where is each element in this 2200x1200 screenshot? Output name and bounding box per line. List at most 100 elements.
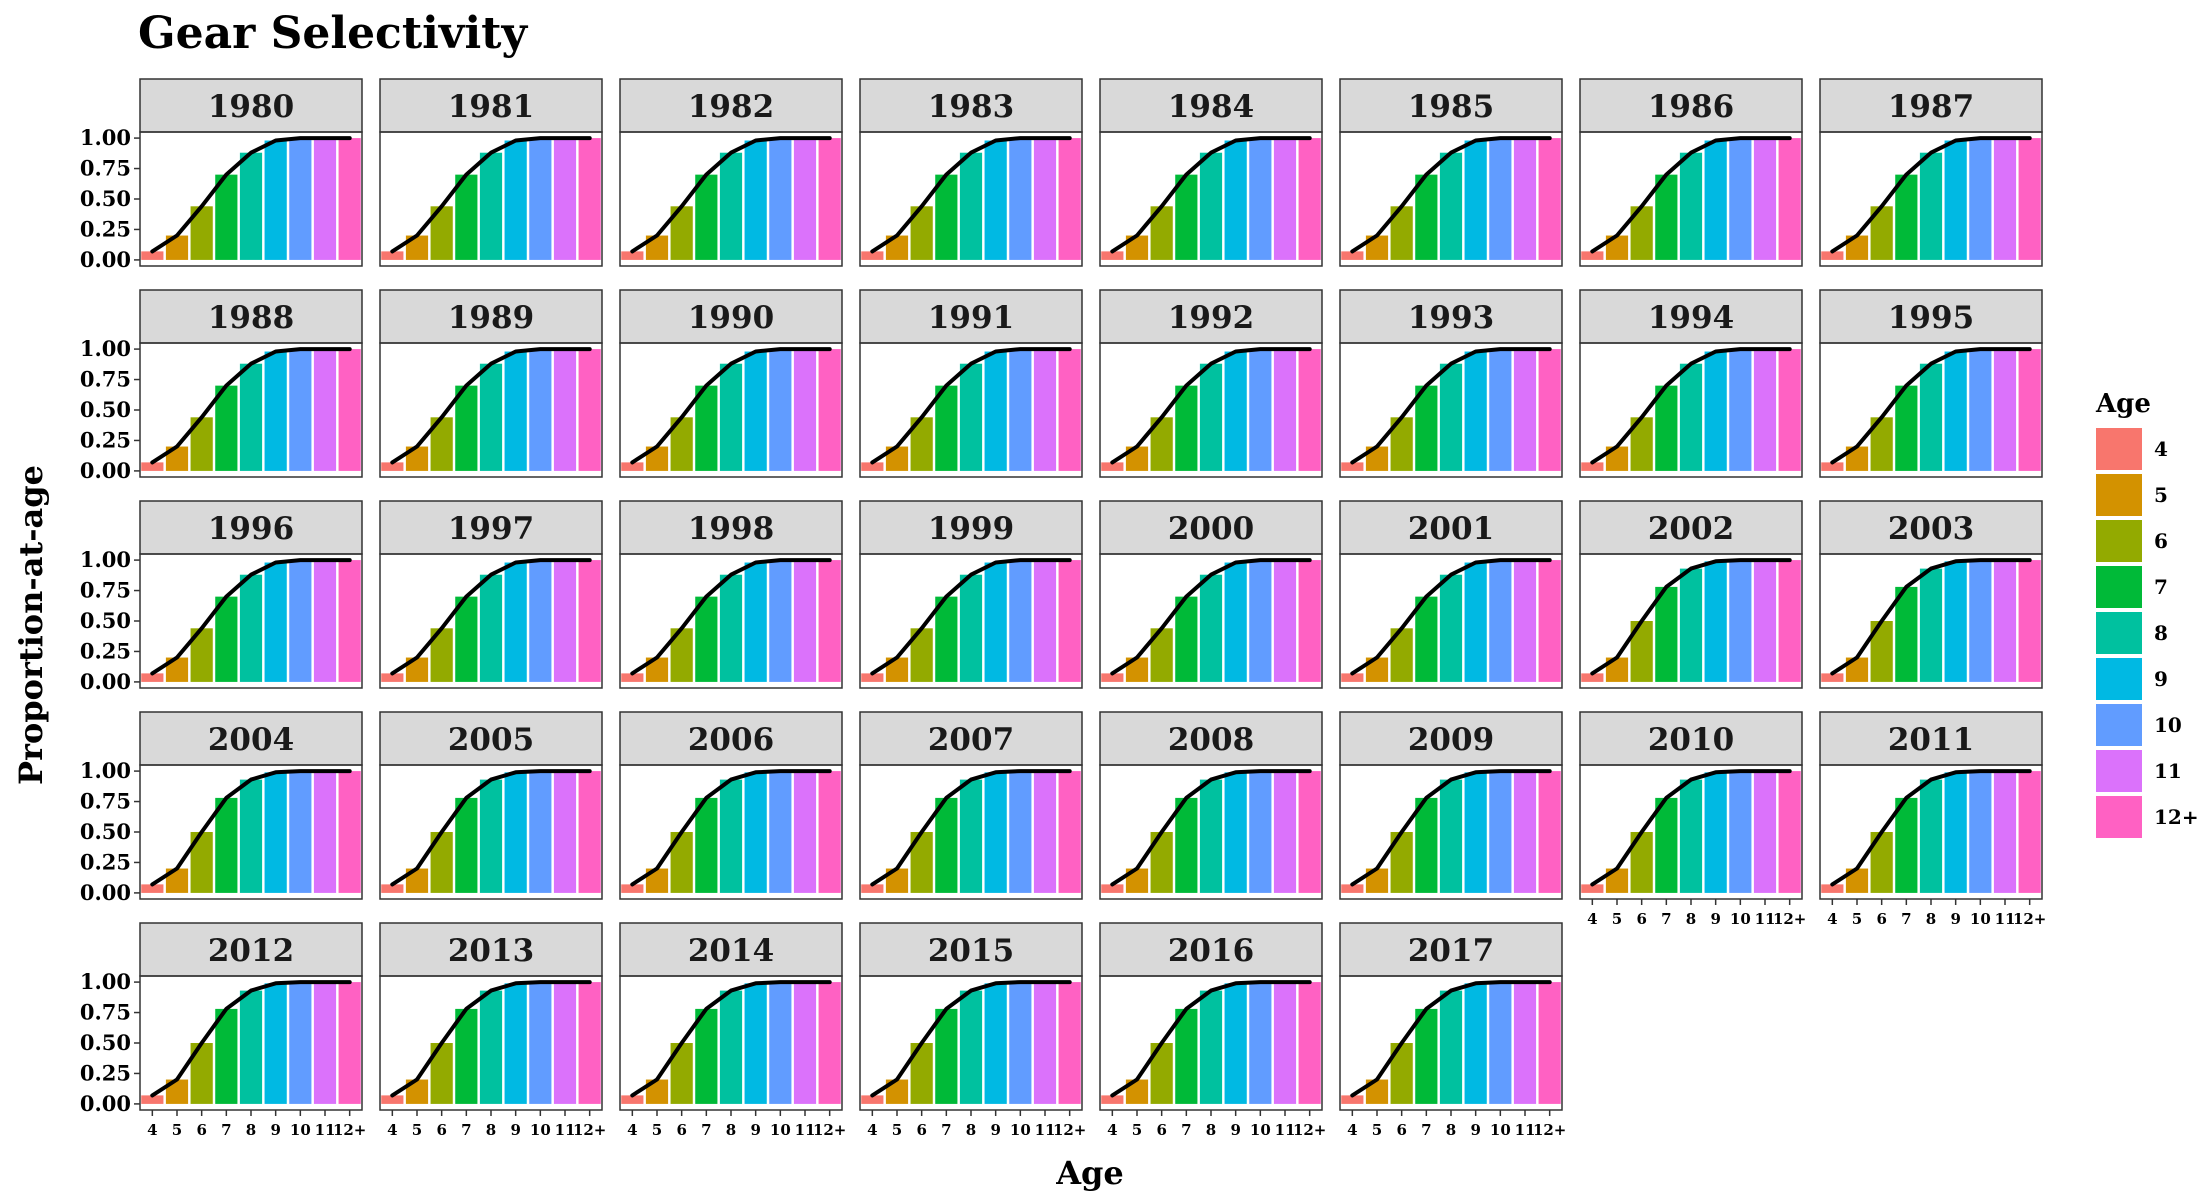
x-tick-label: 11 [1035,1121,1056,1139]
bar-age-12+ [1058,560,1081,682]
bar-age-5 [1125,235,1149,260]
bar-age-12+ [338,560,361,682]
bar-age-9 [1224,983,1247,1104]
bar-age-4 [861,462,884,471]
facet-strip [1099,922,1323,977]
facet-strip-label: 2015 [928,933,1014,969]
bar-age-6 [1870,417,1893,471]
facet-strip-label: 1997 [448,511,534,547]
bar-age-10 [529,138,552,260]
legend: Age 4 5 6 7 8 9 10 11 12+ [2095,389,2199,838]
bar-age-6 [1390,417,1413,471]
facet-panel-1985: 1985 [1339,78,1563,267]
bar-age-6 [430,206,453,260]
bar-age-5 [405,657,429,682]
facet-strip [859,78,1083,133]
bar-age-9 [504,772,527,893]
bar-age-12+ [1538,138,1561,260]
y-tick-label: 0.50 [80,1030,131,1055]
panel-border [1819,131,2043,267]
x-tick-label: 12+ [2013,910,2046,928]
facet-strip-label: 2001 [1408,511,1494,547]
bar-age-10 [1489,560,1512,682]
bar-age-10 [1729,349,1752,471]
facet-strip-label: 1983 [928,89,1014,125]
bar-age-5 [885,868,909,893]
facet-strip [859,500,1083,555]
selectivity-line [1830,558,2032,676]
bar-age-8 [719,779,743,893]
panel-border [1579,342,1803,478]
bar-age-7 [215,174,238,260]
bar-age-11 [553,560,577,682]
x-tick-label: 6 [436,1121,446,1139]
bar-age-6 [1870,206,1893,260]
facet-strip [1339,78,1563,133]
bar-age-5 [405,1079,429,1104]
bar-age-9 [1704,772,1727,893]
bar-age-5 [1605,868,1629,893]
legend-key-7 [2096,566,2142,608]
selectivity-line [1590,769,1792,887]
bar-age-10 [1489,982,1512,1104]
facet-panel-1995: 1995 [1819,289,2043,478]
x-tick-label: 12+ [1773,910,1806,928]
bar-age-9 [264,983,287,1104]
bar-age-11 [553,982,577,1104]
selectivity-line [150,558,352,676]
bar-age-8 [959,990,983,1104]
bar-age-4 [1581,884,1604,893]
bar-age-11 [553,138,577,260]
bar-age-7 [1415,174,1438,260]
x-tick-label: 4 [147,1121,157,1139]
bar-age-6 [190,832,213,893]
bar-age-11 [553,349,577,471]
bar-age-10 [529,982,552,1104]
bar-age-5 [645,868,669,893]
facet-strip [139,711,363,766]
facet-strip-label: 1996 [208,511,294,547]
facet-strip-label: 1986 [1648,89,1734,125]
bar-age-9 [1704,351,1727,471]
facet-strip-label: 2004 [208,722,294,758]
bar-age-12+ [1538,560,1561,682]
bar-age-5 [1125,657,1149,682]
bar-age-12+ [578,138,601,260]
bar-age-6 [1390,206,1413,260]
bar-age-8 [479,152,503,260]
bar-age-6 [1870,832,1893,893]
bar-age-10 [1009,560,1032,682]
bar-age-11 [1513,138,1537,260]
facet-panel-2003: 2003 [1819,500,2043,689]
selectivity-line [1110,558,1312,676]
facet-strip-label: 1993 [1408,300,1494,336]
bar-age-4 [1581,462,1604,471]
bar-age-10 [1009,349,1032,471]
facet-strip-label: 1998 [688,511,774,547]
bar-age-10 [1489,349,1512,471]
x-tick-label: 9 [1230,1121,1240,1139]
bar-age-9 [264,562,287,682]
bar-age-8 [239,152,263,260]
x-tick-label: 6 [1876,910,1886,928]
bar-age-9 [984,140,1007,260]
bar-age-10 [1249,771,1272,893]
x-tick-label: 10 [530,1121,551,1139]
bar-age-12+ [2018,560,2041,682]
selectivity-line [150,136,352,254]
panel-border [1099,553,1323,689]
bar-age-4 [141,884,164,893]
facet-panel-2008: 2008 [1099,711,1323,900]
bar-age-6 [430,417,453,471]
bar-age-11 [793,349,817,471]
legend-key-11 [2096,750,2142,792]
bar-age-10 [769,982,792,1104]
bar-age-7 [1175,385,1198,471]
legend-title: Age [2095,389,2151,419]
bar-age-5 [1365,446,1389,471]
facet-panel-1993: 1993 [1339,289,1563,478]
x-tick-label: 5 [1612,910,1622,928]
x-tick-label: 8 [246,1121,256,1139]
panel-border [1819,342,2043,478]
